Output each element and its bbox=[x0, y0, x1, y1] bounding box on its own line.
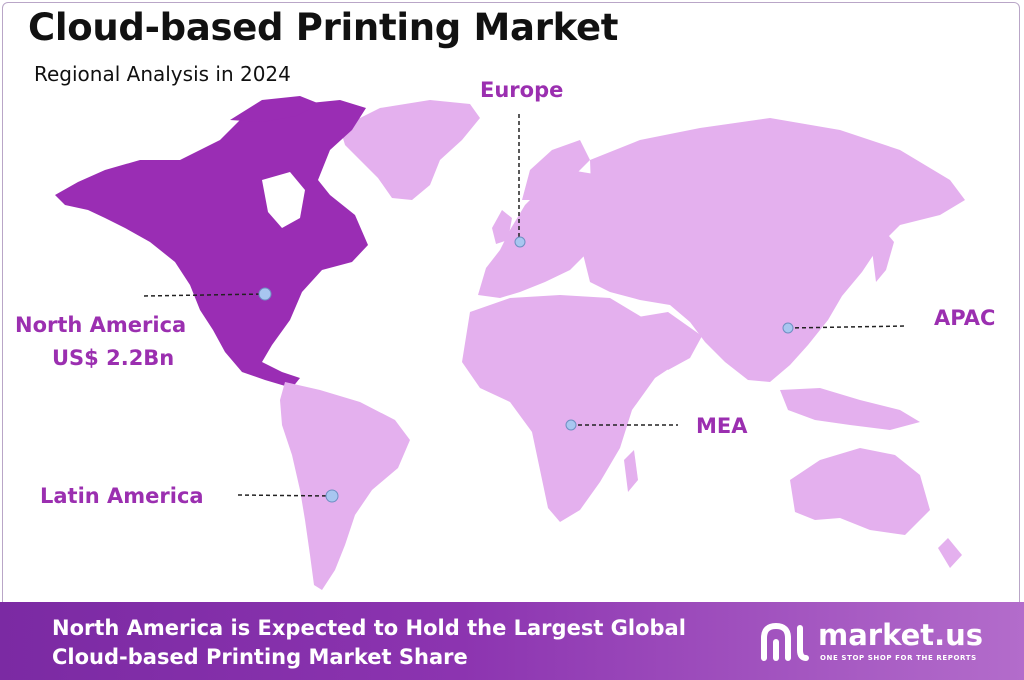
bottom-banner: North America is Expected to Hold the La… bbox=[0, 602, 1024, 680]
latin-america-leader bbox=[237, 494, 333, 497]
europe-shape bbox=[478, 170, 600, 298]
latin-america-label: Latin America bbox=[40, 484, 204, 508]
apac-label: APAC bbox=[934, 306, 996, 330]
north-america-leader bbox=[143, 293, 266, 297]
arctic-islands-shape bbox=[230, 96, 320, 122]
banner-headline: North America is Expected to Hold the La… bbox=[52, 614, 686, 672]
map-title: Cloud-based Printing Market bbox=[28, 6, 619, 49]
uk-shape bbox=[492, 210, 512, 244]
apac-marker bbox=[782, 322, 794, 334]
greenland-shape bbox=[340, 100, 480, 200]
japan-shape bbox=[872, 230, 894, 282]
africa-shape bbox=[462, 295, 682, 522]
europe-label: Europe bbox=[480, 78, 564, 102]
australia-shape bbox=[790, 448, 930, 535]
latin-america-shape bbox=[280, 382, 410, 590]
north-america-marker bbox=[258, 287, 272, 301]
brand-logo: market.us ONE STOP SHOP FOR THE REPORTS bbox=[760, 618, 1000, 666]
europe-marker bbox=[514, 236, 526, 248]
north-america-shape bbox=[55, 100, 368, 388]
apac-leader bbox=[787, 325, 906, 329]
southeast-asia-islands-shape bbox=[780, 388, 920, 430]
banner-line-2: Cloud-based Printing Market Share bbox=[52, 645, 468, 669]
asia-shape bbox=[582, 118, 965, 382]
scandinavia-shape bbox=[522, 140, 590, 200]
mea-label: MEA bbox=[696, 414, 748, 438]
map-subtitle: Regional Analysis in 2024 bbox=[34, 62, 291, 86]
new-zealand-shape bbox=[938, 538, 962, 568]
world-map bbox=[55, 96, 965, 590]
brand-name: market.us bbox=[818, 618, 984, 652]
mea-marker bbox=[565, 419, 577, 431]
arabia-shape bbox=[632, 312, 702, 370]
madagascar-shape bbox=[624, 450, 638, 492]
banner-line-1: North America is Expected to Hold the La… bbox=[52, 616, 686, 640]
north-america-label: North America bbox=[15, 313, 187, 337]
north-america-value: US$ 2.2Bn bbox=[52, 346, 175, 370]
latin-america-marker bbox=[325, 489, 339, 503]
brand-tagline: ONE STOP SHOP FOR THE REPORTS bbox=[820, 654, 977, 662]
hudson-bay-shape bbox=[262, 172, 305, 228]
market-us-logo-icon bbox=[761, 622, 809, 661]
